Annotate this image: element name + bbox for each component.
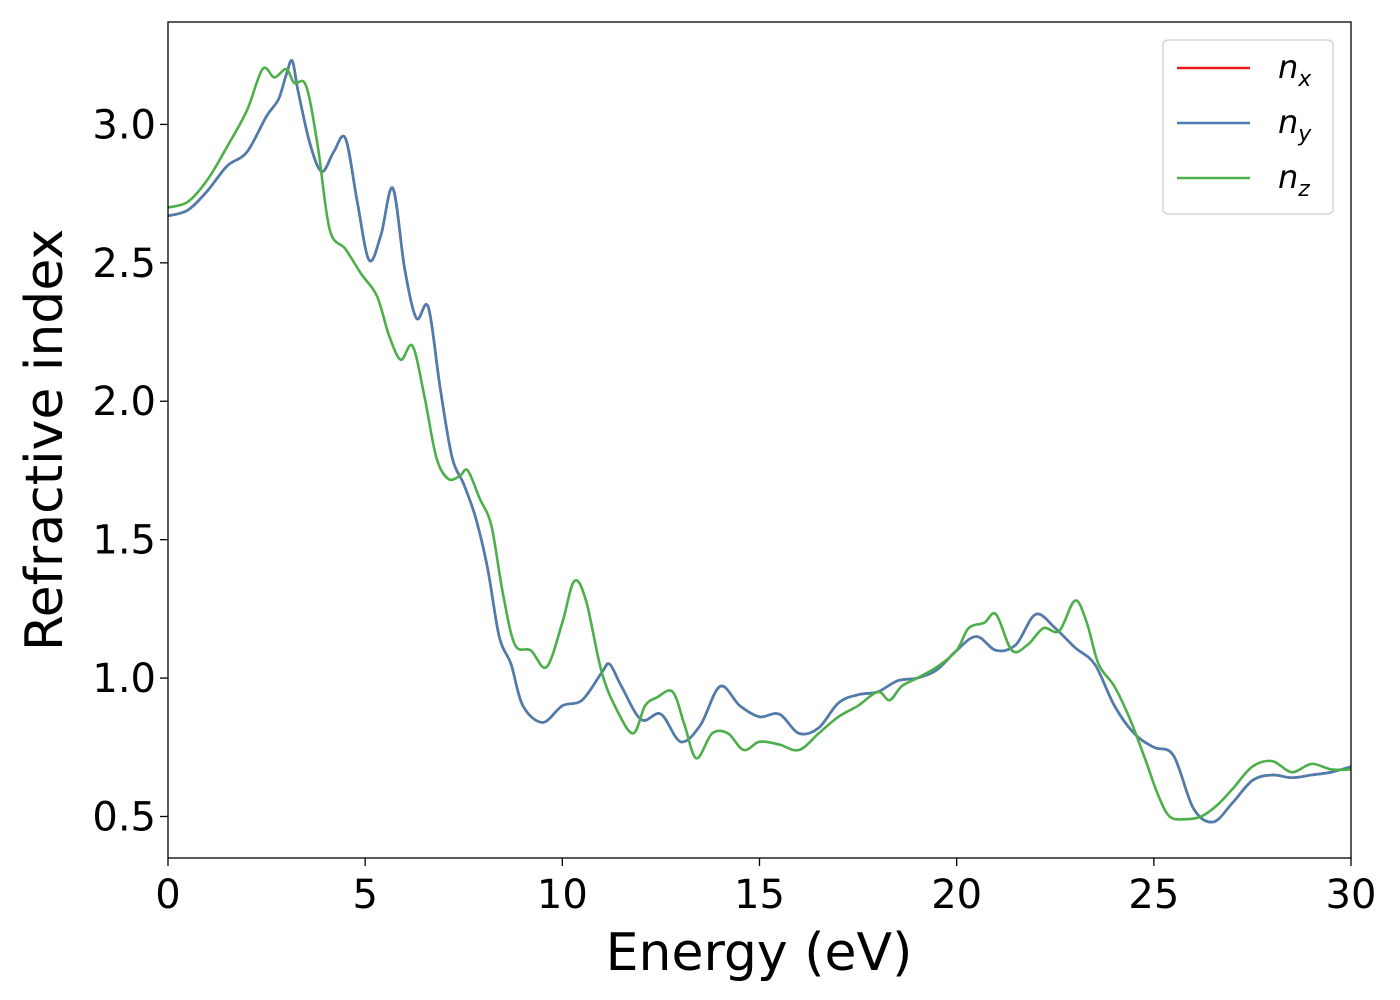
x-axis-title: Energy (eV) (606, 923, 913, 983)
x-tick-label: 20 (931, 872, 982, 918)
x-tick-label: 10 (537, 872, 588, 918)
x-tick-label: 15 (734, 872, 785, 918)
y-tick-label: 3.0 (92, 102, 156, 148)
y-tick-label: 0.5 (92, 794, 156, 840)
x-tick-label: 30 (1326, 872, 1377, 918)
series-line-nz (167, 66, 1352, 821)
y-tick-label: 1.0 (92, 656, 156, 702)
y-axis: 0.5 1.0 1.5 2.0 2.5 3.0 (92, 102, 168, 840)
x-tick-label: 0 (155, 872, 180, 918)
y-tick-label: 2.5 (92, 241, 156, 287)
y-axis-title: Refractive index (15, 229, 75, 651)
plot-area (168, 22, 1351, 858)
series-line-ny (167, 59, 1352, 824)
x-tick-label: 25 (1128, 872, 1179, 918)
x-axis: 0 5 10 15 20 25 30 (155, 858, 1376, 918)
series-layer (167, 59, 1352, 824)
y-tick-label: 1.5 (92, 518, 156, 564)
x-tick-label: 5 (352, 872, 377, 918)
legend-box (1162, 39, 1334, 215)
y-tick-label: 2.0 (92, 379, 156, 425)
